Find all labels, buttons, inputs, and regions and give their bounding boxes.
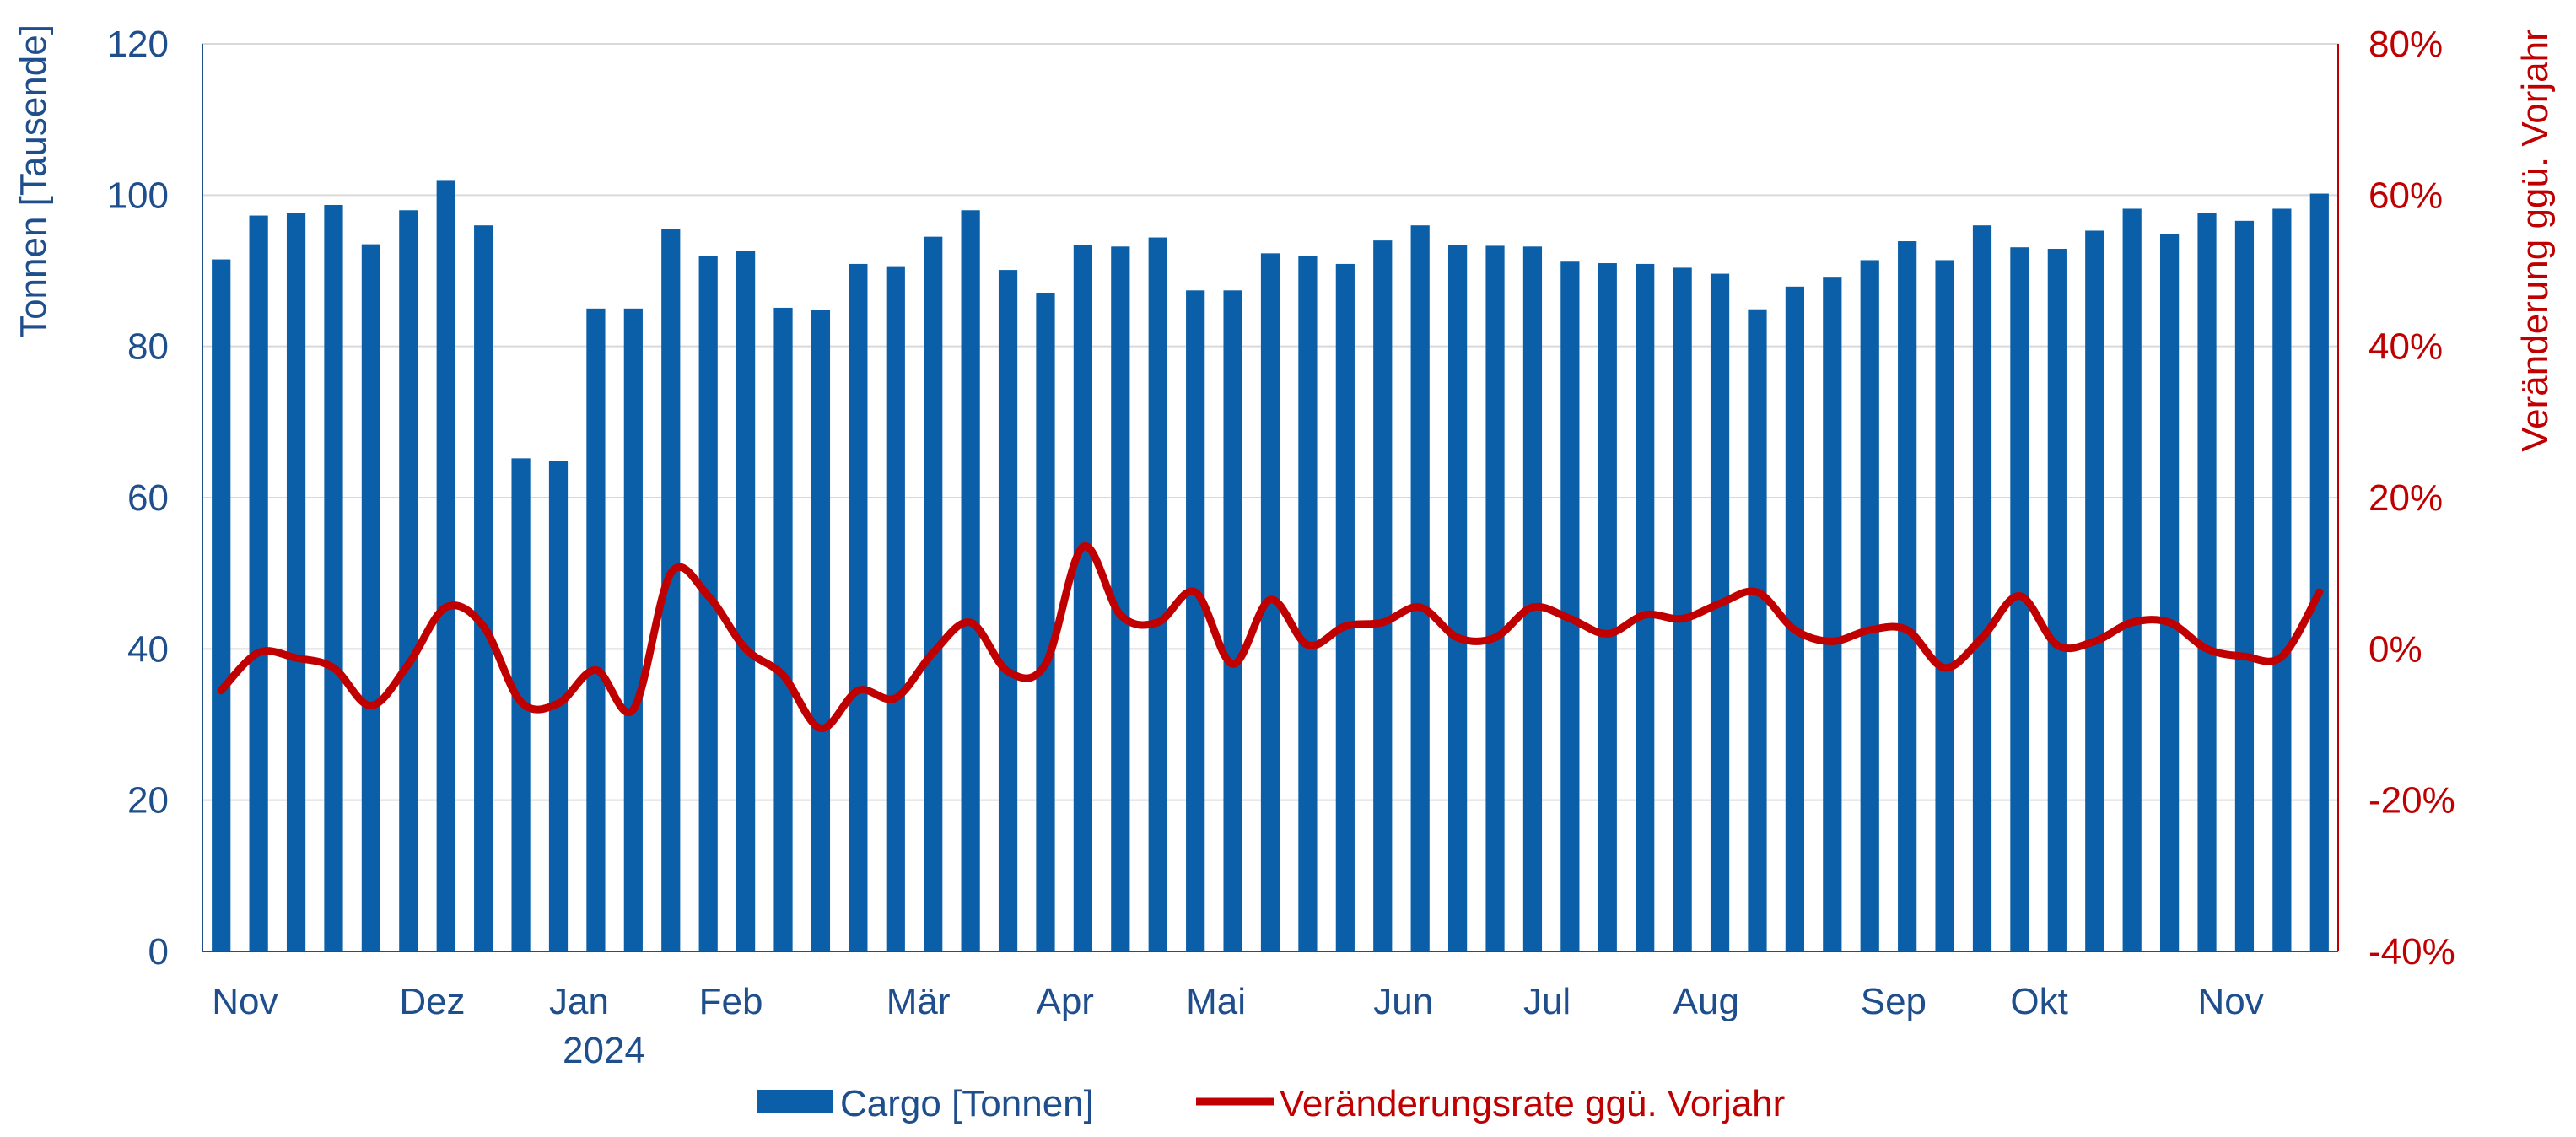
- cargo-bar: [2309, 193, 2329, 952]
- cargo-bar: [1373, 240, 1393, 952]
- left-tick-label: 60: [127, 477, 169, 519]
- left-axis-title: Tonnen [Tausende]: [13, 24, 54, 338]
- cargo-bar: [2160, 234, 2180, 952]
- x-tick-label: Mai: [1186, 981, 1246, 1022]
- cargo-bar: [1598, 263, 1617, 951]
- cargo-bar: [1485, 245, 1505, 951]
- cargo-bar: [1636, 263, 1655, 951]
- cargo-bar: [212, 259, 231, 951]
- cargo-bar: [286, 213, 306, 951]
- cargo-bar: [1860, 260, 1879, 951]
- x-tick-label: Okt: [2010, 981, 2067, 1022]
- cargo-bar: [2047, 248, 2067, 951]
- right-tick-label: 60%: [2369, 175, 2443, 216]
- cargo-bar: [1823, 277, 1842, 951]
- cargo-bar: [1223, 290, 1242, 951]
- left-tick-label: 0: [148, 931, 169, 973]
- right-axis-ticks: -40% -20% 0% 20% 40% 60% 80%: [2369, 24, 2455, 973]
- cargo-bar: [1335, 263, 1355, 951]
- x-tick-label: Dez: [399, 981, 465, 1022]
- axes: [202, 44, 2339, 952]
- cargo-bar: [1410, 225, 1430, 951]
- right-tick-label: 80%: [2369, 24, 2443, 65]
- x-tick-label: Jun: [1373, 981, 1433, 1022]
- left-axis-ticks: 0 20 40 60 80 100 120: [107, 24, 169, 973]
- cargo-bar: [886, 266, 905, 951]
- cargo-bar: [2085, 230, 2104, 951]
- cargo-bar: [1673, 267, 1692, 951]
- cargo-bar: [474, 225, 493, 951]
- cargo-bar: [849, 263, 868, 951]
- cargo-bar: [1448, 245, 1468, 952]
- right-tick-label: 0%: [2369, 628, 2422, 670]
- x-tick-label: Jan: [549, 981, 609, 1022]
- cargo-bar: [2272, 208, 2292, 951]
- right-tick-label: 40%: [2369, 326, 2443, 368]
- change-rate-line: [217, 542, 2324, 732]
- cargo-bar: [2122, 208, 2142, 951]
- cargo-bar: [1935, 260, 1954, 951]
- legend-label-change-rate: Veränderungsrate ggü. Vorjahr: [1280, 1083, 1785, 1124]
- cargo-bar: [1972, 225, 1992, 951]
- cargo-bar: [1036, 293, 1055, 952]
- cargo-bar: [998, 270, 1018, 951]
- x-tick-label: Jul: [1523, 981, 1571, 1022]
- cargo-bar: [924, 236, 943, 951]
- cargo-bar: [1785, 286, 1804, 952]
- cargo-bar: [399, 210, 418, 951]
- cargo-bar: [698, 256, 718, 952]
- cargo-bar: [1148, 237, 1167, 952]
- cargo-bar: [586, 308, 606, 951]
- cargo-bar: [436, 180, 455, 951]
- x-axis-ticks: Nov Dez Jan 2024 Feb Mär Apr Mai Jun Jul Aug Sep Okt…: [212, 981, 2264, 1071]
- cargo-bar: [1710, 273, 1730, 951]
- cargo-bar: [1522, 246, 1543, 952]
- x-tick-label: Nov: [212, 981, 278, 1022]
- cargo-bar: [1186, 290, 1205, 951]
- bar-series: [212, 180, 2329, 952]
- line-series: [217, 542, 2324, 732]
- cargo-bar: [1111, 246, 1130, 952]
- x-tick-year-label: 2024: [563, 1030, 645, 1071]
- right-axis-title: Veränderung ggü. Vorjahr: [2514, 29, 2556, 452]
- cargo-bar: [1748, 309, 1767, 952]
- cargo-bar: [961, 210, 980, 951]
- legend-label-cargo: Cargo [Tonnen]: [840, 1083, 1094, 1124]
- cargo-bar: [1898, 241, 1917, 951]
- cargo-bar: [1560, 261, 1580, 951]
- cargo-bar: [361, 244, 380, 951]
- left-tick-label: 120: [107, 24, 169, 65]
- right-tick-label: 20%: [2369, 477, 2443, 519]
- cargo-bar: [1298, 256, 1318, 952]
- x-tick-label: Feb: [699, 981, 763, 1022]
- legend-swatch-cargo: [757, 1090, 833, 1113]
- left-tick-label: 20: [127, 780, 169, 822]
- x-tick-label: Apr: [1036, 981, 1093, 1022]
- right-tick-label: -20%: [2369, 780, 2455, 822]
- x-tick-label: Nov: [2198, 981, 2264, 1022]
- right-tick-label: -40%: [2369, 931, 2455, 973]
- cargo-bar: [1073, 245, 1092, 952]
- left-tick-label: 80: [127, 326, 169, 368]
- cargo-bar: [2197, 213, 2217, 951]
- legend: Cargo [Tonnen] Veränderungsrate ggü. Vor…: [757, 1083, 1785, 1124]
- cargo-bar: [2234, 220, 2255, 951]
- left-tick-label: 40: [127, 628, 169, 670]
- x-tick-label: Aug: [1673, 981, 1739, 1022]
- left-tick-label: 100: [107, 175, 169, 216]
- cargo-bar: [773, 307, 793, 952]
- cargo-bar: [811, 310, 831, 951]
- cargo-bar: [249, 215, 268, 951]
- cargo-bar: [736, 251, 756, 952]
- x-tick-label: Mär: [887, 981, 951, 1022]
- cargo-bar: [623, 308, 643, 951]
- cargo-bar: [324, 204, 343, 952]
- x-tick-label: Sep: [1861, 981, 1927, 1022]
- cargo-bar: [661, 229, 681, 951]
